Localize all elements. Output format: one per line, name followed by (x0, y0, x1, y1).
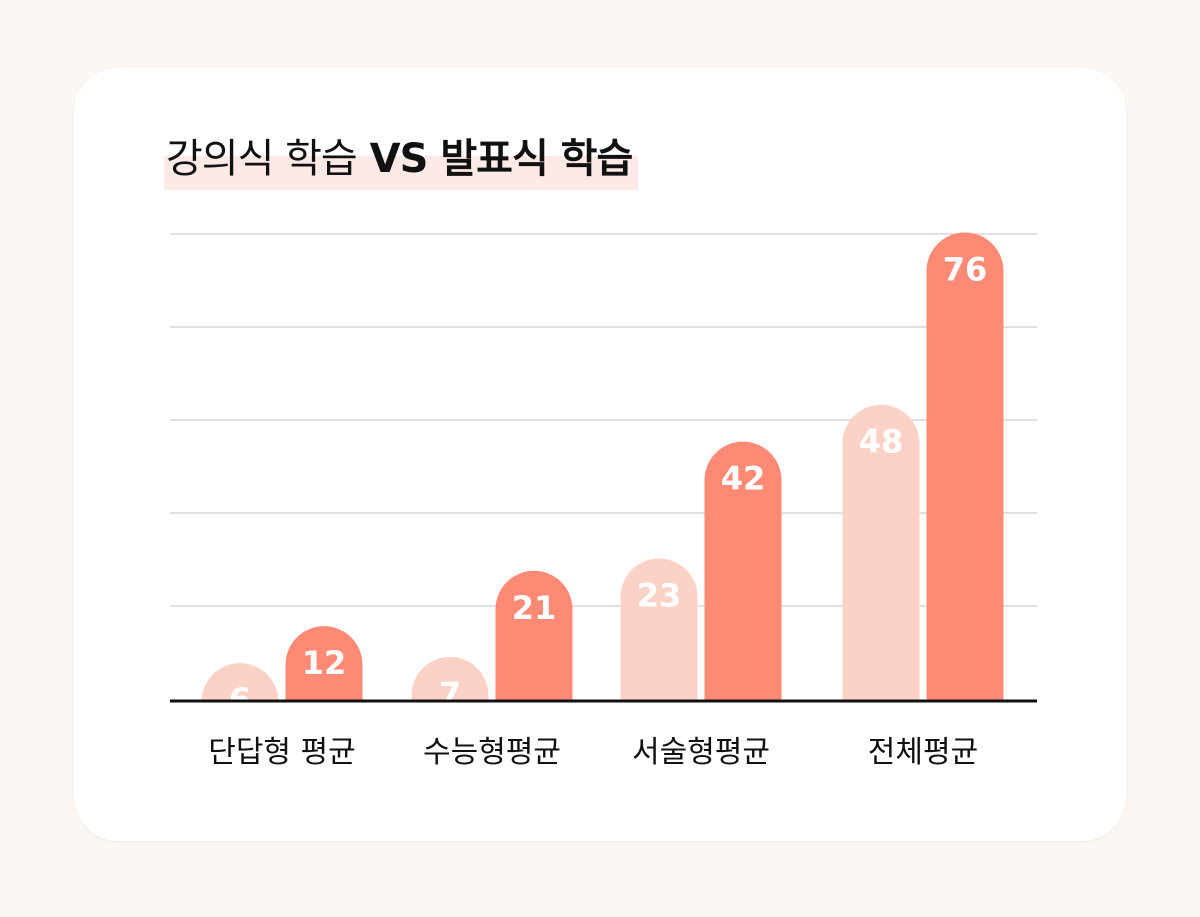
bars (201, 232, 1004, 702)
category-labels: 단답형 평균 수능형평균 서술형평균 전체평균 (208, 735, 978, 770)
data-label: 7 (439, 675, 461, 713)
title-light-part: 강의식 학습 (166, 136, 358, 182)
category-label: 수능형평균 (423, 735, 561, 770)
data-label: 12 (302, 644, 347, 682)
title-bold-part: VS 발표식 학습 (369, 136, 634, 182)
data-label: 48 (859, 423, 904, 461)
data-label: 21 (512, 589, 557, 627)
bar-series-1-4 (842, 404, 920, 700)
category-label: 서술형평균 (632, 735, 770, 770)
bar-series-2-2 (495, 570, 573, 700)
chart-title: 강의식 학습 VS 발표식 학습 (164, 128, 639, 190)
bar-series-2-4 (926, 232, 1004, 700)
data-label: 23 (637, 577, 682, 615)
category-label: 전체평균 (868, 735, 978, 770)
bar-series-2-1 (285, 626, 363, 700)
bar-series-1-1 (201, 663, 279, 702)
data-label: 76 (943, 250, 988, 288)
data-label: 42 (721, 460, 766, 498)
bar-series-1-3 (620, 558, 698, 700)
bar-series-2-3 (704, 441, 782, 700)
category-label: 단답형 평균 (208, 735, 356, 770)
bar-series-1-2 (411, 656, 489, 700)
title-highlight (164, 156, 639, 190)
